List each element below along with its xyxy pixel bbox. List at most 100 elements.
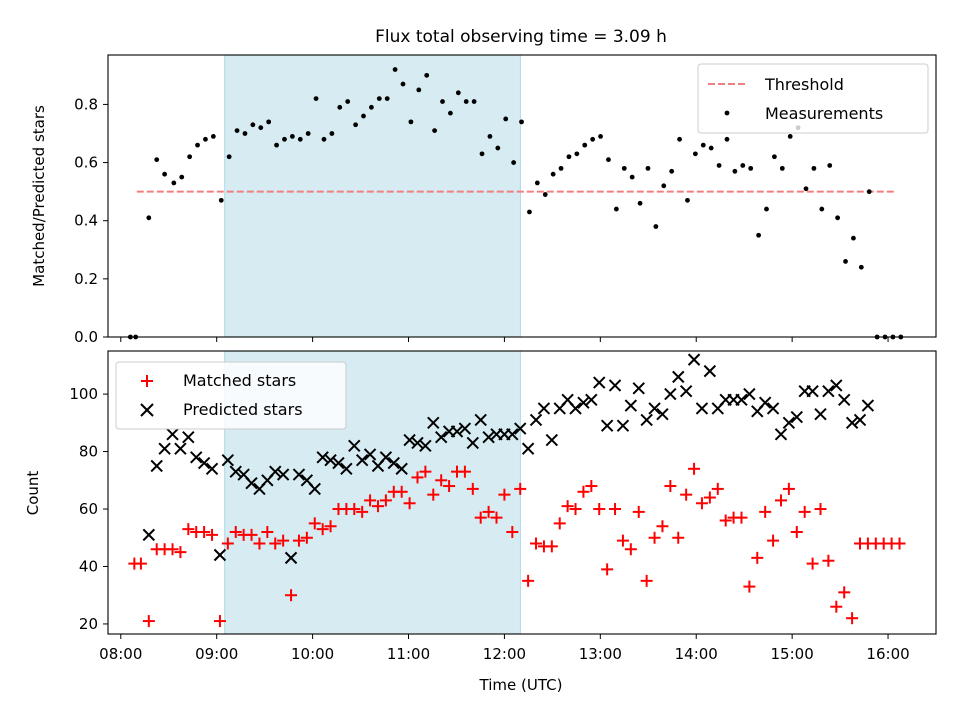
- predicted-star-point: [482, 430, 495, 444]
- bottom-y-axis-label: Count: [24, 471, 42, 516]
- matched-star-point: [324, 520, 337, 533]
- matched-star-point: [458, 465, 471, 478]
- predicted-star-point: [664, 387, 677, 401]
- x-tick-label: 08:00: [99, 645, 142, 663]
- measurement-point: [258, 125, 264, 131]
- predicted-star-point: [276, 468, 290, 481]
- measurement-point: [669, 168, 675, 174]
- matched-star-point: [616, 534, 629, 547]
- matched-star-point: [403, 497, 416, 510]
- predicted-star-point: [142, 528, 156, 542]
- predicted-star-point: [806, 385, 819, 398]
- matched-star-point: [759, 505, 772, 518]
- predicted-star-point: [308, 482, 321, 496]
- count-points: [128, 353, 906, 628]
- predicted-star-point: [632, 382, 645, 395]
- matched-star-point: [134, 557, 147, 570]
- matched-star-point: [395, 485, 408, 498]
- matched-star-point: [735, 511, 748, 524]
- predicted-star-point: [608, 379, 622, 392]
- measurement-point: [550, 171, 556, 177]
- x-tick-label: 11:00: [387, 645, 430, 663]
- measurement-point: [313, 96, 319, 102]
- predicted-star-point: [197, 456, 211, 470]
- measurement-point: [266, 119, 272, 125]
- matched-star-point: [229, 526, 242, 539]
- measurement-point: [645, 165, 651, 171]
- predicted-star-point: [703, 364, 717, 378]
- matched-star-point: [798, 505, 811, 518]
- measurement-point: [566, 154, 572, 160]
- measurement-point: [162, 171, 168, 177]
- legend-predicted-label: Predicted stars: [183, 400, 303, 419]
- chart-title: Flux total observing time = 3.09 h: [375, 27, 667, 47]
- measurement-point: [171, 180, 177, 186]
- measurement-point: [843, 259, 848, 264]
- top-y-tick-label: 0.8: [74, 95, 98, 113]
- predicted-star-point: [458, 422, 472, 435]
- top-x-ticks: [120, 337, 889, 342]
- measurement-point: [764, 206, 769, 212]
- measurement-point: [345, 99, 351, 104]
- measurement-point: [226, 154, 232, 160]
- measurement-point: [179, 174, 185, 180]
- measurement-point: [779, 165, 785, 171]
- bottom-y-tick-label: 100: [69, 385, 98, 403]
- measurement-point: [448, 110, 453, 116]
- measurement-point: [827, 163, 833, 168]
- bottom-legend-box: [115, 361, 347, 430]
- predicted-star-point: [656, 408, 669, 421]
- matched-star-point: [632, 505, 645, 518]
- predicted-star-point: [245, 476, 258, 490]
- matched-star-point: [198, 526, 211, 539]
- matched-star-point: [553, 517, 566, 530]
- measurement-point: [708, 145, 714, 151]
- predicted-star-point: [466, 436, 480, 450]
- measurement-point: [408, 119, 414, 125]
- measurement-point: [732, 168, 738, 174]
- top-y-tick-label: 0.0: [74, 328, 98, 346]
- measurement-point: [716, 163, 722, 168]
- bottom-panel: 08:00 09:00 10:00 11:00 12:00 13:00 14:00 15:00…: [24, 350, 937, 694]
- measurement-point: [653, 224, 659, 229]
- measurement-point: [724, 136, 730, 142]
- measurement-point: [819, 206, 825, 212]
- predicted-star-point: [672, 370, 685, 384]
- measurement-point: [511, 160, 517, 165]
- predicted-star-point: [166, 428, 179, 441]
- matched-star-point: [585, 480, 598, 493]
- predicted-star-point: [340, 462, 353, 476]
- predicted-star-point: [450, 425, 464, 438]
- predicted-star-point: [158, 442, 171, 455]
- predicted-star-point: [363, 448, 377, 461]
- matched-star-point: [182, 523, 195, 536]
- measurement-point: [503, 116, 509, 122]
- measurement-point: [146, 215, 152, 221]
- measurement-point: [250, 122, 256, 128]
- predicted-star-point: [379, 451, 393, 464]
- matched-star-point: [514, 482, 527, 495]
- measurement-point: [321, 136, 327, 142]
- measurement-point: [218, 197, 224, 203]
- predicted-star-point: [221, 453, 235, 467]
- measurement-point: [606, 157, 611, 163]
- matched-star-point: [846, 612, 859, 625]
- matched-star-point: [530, 537, 543, 550]
- matched-star-point: [703, 491, 716, 504]
- measurement-point: [195, 142, 200, 148]
- top-y-tick-label: 0.4: [74, 212, 98, 230]
- measurement-point: [376, 96, 382, 102]
- matched-star-point: [830, 600, 843, 613]
- measurement-point: [471, 99, 477, 104]
- legend-threshold-label: Threshold: [764, 75, 844, 94]
- matched-star-point: [419, 465, 432, 478]
- matched-star-point: [245, 528, 258, 541]
- predicted-star-point: [387, 456, 400, 470]
- measurement-point: [542, 192, 548, 197]
- matched-star-point: [174, 546, 187, 559]
- x-tick-label: 14:00: [675, 645, 718, 663]
- measurement-point: [748, 165, 754, 171]
- matched-star-point: [348, 503, 361, 516]
- predicted-star-point: [213, 548, 227, 562]
- predicted-star-point: [758, 396, 772, 409]
